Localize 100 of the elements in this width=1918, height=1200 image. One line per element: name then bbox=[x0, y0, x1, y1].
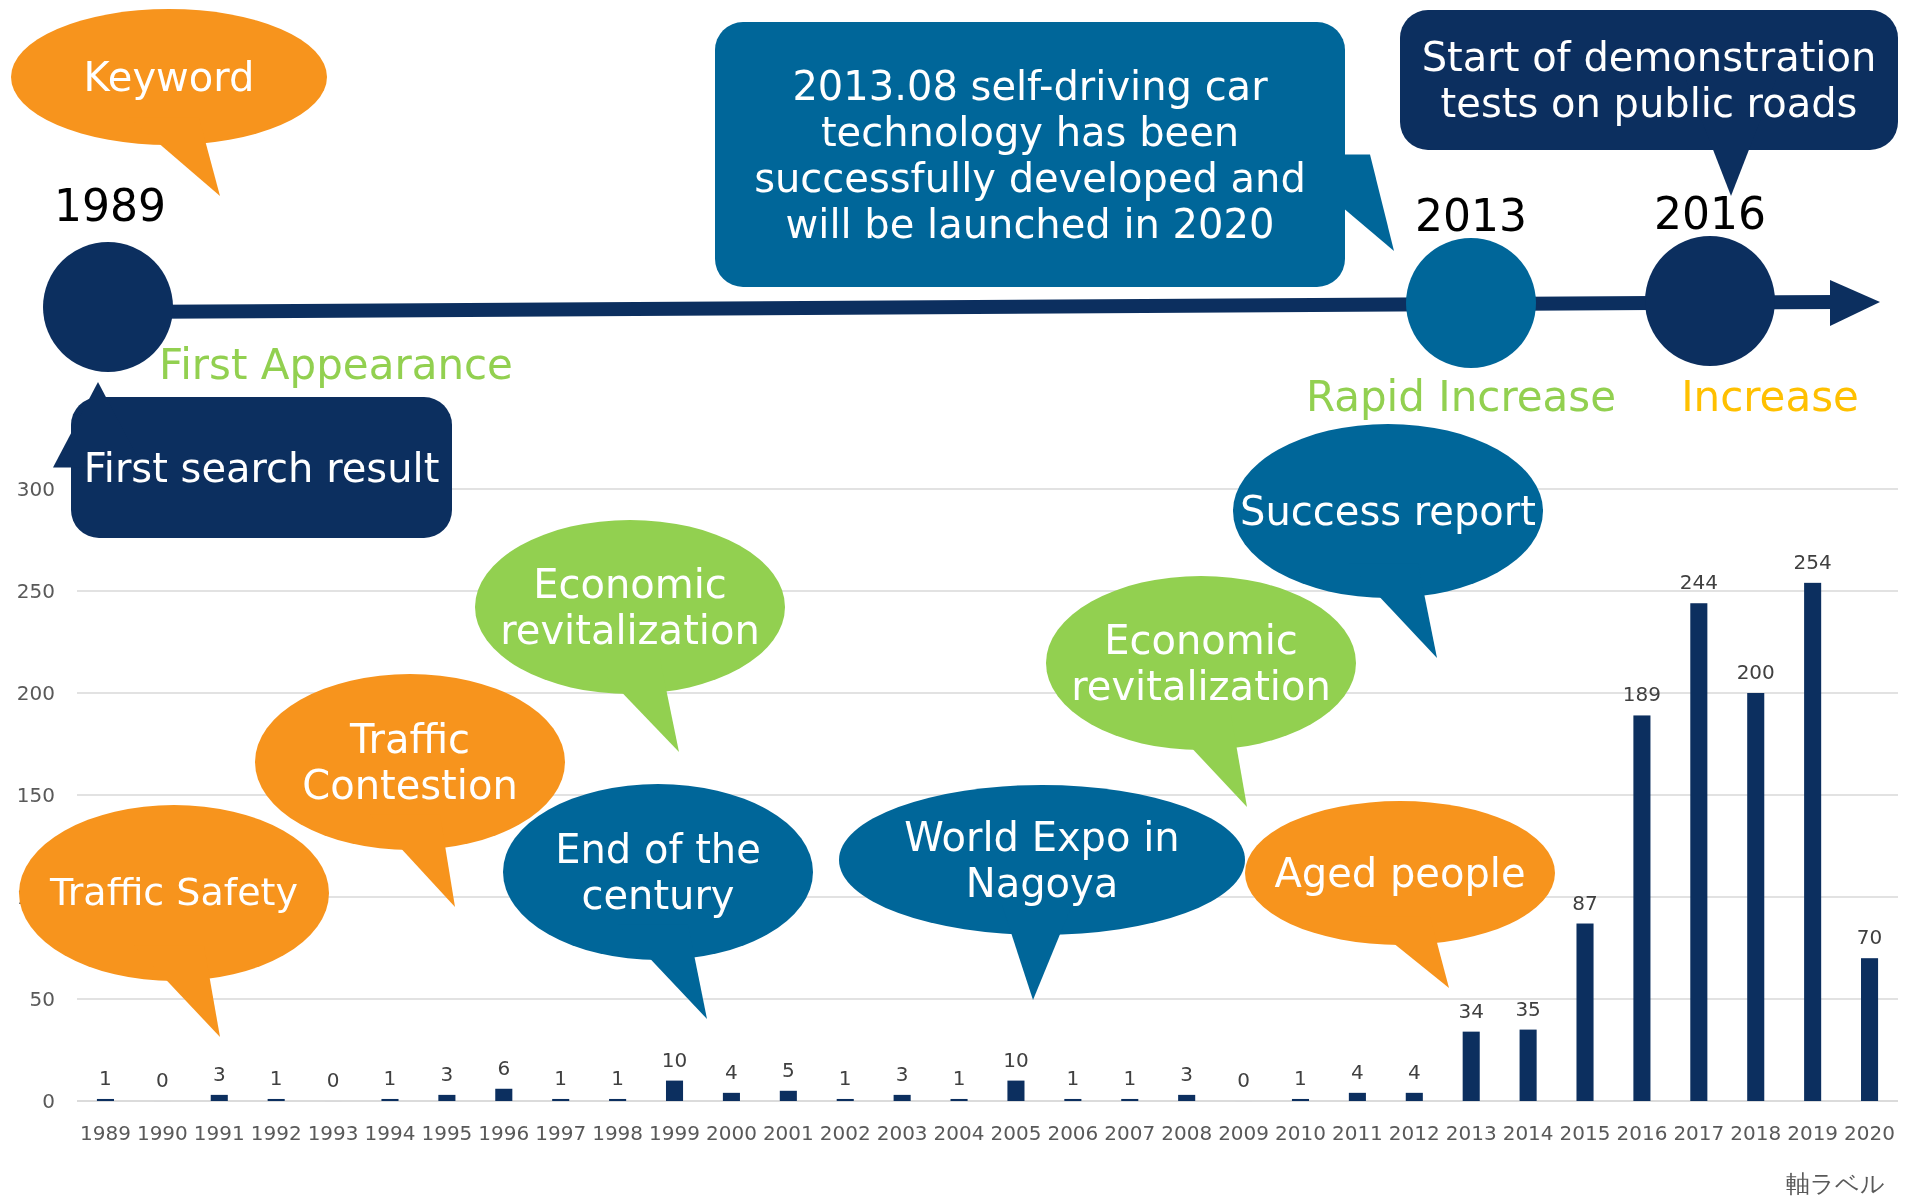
annotation: Aged people bbox=[1273, 849, 1527, 898]
x-tick-label: 2010 bbox=[1275, 1121, 1326, 1145]
bar bbox=[438, 1094, 456, 1101]
y-tick-label: 250 bbox=[16, 579, 55, 603]
data-label: 1 bbox=[383, 1065, 397, 1090]
data-label: 4 bbox=[1407, 1059, 1421, 1084]
y-tick-label: 300 bbox=[16, 477, 55, 501]
bar bbox=[1064, 1098, 1082, 1101]
y-tick-label: 50 bbox=[29, 987, 55, 1011]
bar bbox=[665, 1080, 684, 1101]
data-label: 35 bbox=[1515, 996, 1541, 1021]
bar bbox=[552, 1098, 570, 1101]
bar bbox=[609, 1098, 627, 1101]
x-tick-label: 2004 bbox=[933, 1121, 985, 1145]
data-label: 87 bbox=[1572, 890, 1598, 915]
y-tick-label: 200 bbox=[16, 681, 55, 705]
text: Increase bbox=[1681, 372, 1859, 422]
text: 2013 bbox=[1415, 190, 1527, 242]
data-label: 1 bbox=[952, 1065, 966, 1090]
x-tick-label: 1999 bbox=[649, 1121, 700, 1145]
data-label: 1 bbox=[1123, 1065, 1137, 1090]
data-label: 4 bbox=[725, 1059, 738, 1084]
x-tick-label: 2007 bbox=[1104, 1121, 1156, 1145]
bar bbox=[267, 1098, 285, 1101]
x-tick-label: 1996 bbox=[478, 1121, 530, 1145]
text: 2016 bbox=[1654, 188, 1766, 240]
data-label: 1 bbox=[1294, 1065, 1307, 1090]
data-label: 3 bbox=[212, 1061, 226, 1086]
bar bbox=[1690, 603, 1708, 1101]
annotation: World Expo in Nagoya bbox=[903, 813, 1181, 908]
data-label: 254 bbox=[1793, 549, 1832, 574]
x-tick-label: 2014 bbox=[1502, 1121, 1554, 1145]
x-tick-label: 1990 bbox=[136, 1121, 188, 1145]
data-label: 189 bbox=[1622, 682, 1662, 707]
x-tick-label: 2018 bbox=[1730, 1121, 1782, 1145]
x-axis-title: 軸ラベル bbox=[1786, 1170, 1885, 1198]
text: Rapid Increase bbox=[1305, 372, 1617, 422]
x-tick-label: 2015 bbox=[1559, 1121, 1611, 1145]
x-tick-label: 1995 bbox=[421, 1121, 473, 1145]
text: 2013.08 self-driving car technology has been successfully developed and will be launched in 2020 bbox=[753, 61, 1307, 249]
text: 1989 bbox=[53, 179, 167, 234]
bar bbox=[1462, 1031, 1480, 1101]
x-tick-label: 2012 bbox=[1388, 1121, 1440, 1145]
x-tick-label: 2006 bbox=[1047, 1121, 1099, 1145]
text: Keyword bbox=[82, 53, 256, 102]
data-label: 4 bbox=[1351, 1059, 1364, 1084]
data-label: 0 bbox=[1237, 1068, 1250, 1092]
bar bbox=[210, 1094, 228, 1101]
x-tick-label: 2009 bbox=[1218, 1121, 1270, 1145]
x-tick-label: 2005 bbox=[990, 1121, 1042, 1145]
text: First Appearance bbox=[158, 339, 514, 392]
annotation: Traffic Contestion bbox=[301, 715, 519, 810]
bar bbox=[893, 1094, 911, 1101]
data-label: 200 bbox=[1736, 660, 1775, 684]
bar bbox=[1178, 1094, 1196, 1101]
x-tick-label: 2001 bbox=[762, 1121, 814, 1145]
annotation: End of the century bbox=[554, 825, 762, 920]
x-tick-label: 1991 bbox=[193, 1121, 245, 1145]
data-label: 10 bbox=[1003, 1047, 1029, 1072]
data-label: 244 bbox=[1679, 570, 1718, 595]
annotation: Economic revitalization bbox=[1070, 616, 1332, 711]
bar bbox=[950, 1098, 968, 1101]
y-tick-label: 150 bbox=[16, 783, 55, 807]
data-label: 1 bbox=[269, 1065, 283, 1090]
x-tick-label: 2011 bbox=[1331, 1121, 1383, 1145]
bar bbox=[495, 1088, 513, 1101]
data-label: 3 bbox=[440, 1061, 454, 1086]
bar bbox=[1405, 1092, 1423, 1101]
x-tick-label: 1994 bbox=[364, 1121, 416, 1145]
bar bbox=[1861, 958, 1879, 1101]
bar bbox=[779, 1090, 797, 1101]
data-label: 1 bbox=[838, 1065, 852, 1090]
annotation: Economic revitalization bbox=[499, 560, 761, 655]
x-tick-label: 1993 bbox=[307, 1121, 359, 1145]
bar bbox=[1519, 1029, 1537, 1101]
bar bbox=[836, 1098, 854, 1101]
x-tick-label: 2017 bbox=[1673, 1121, 1725, 1145]
data-label: 0 bbox=[155, 1068, 169, 1092]
data-label: 34 bbox=[1458, 998, 1484, 1023]
bar bbox=[1121, 1098, 1139, 1101]
x-tick-label: 1992 bbox=[250, 1121, 302, 1145]
bar bbox=[96, 1098, 114, 1101]
bar bbox=[1291, 1098, 1310, 1101]
bar bbox=[1348, 1092, 1366, 1101]
bar bbox=[1576, 923, 1594, 1101]
x-tick-label: 2013 bbox=[1445, 1121, 1497, 1145]
bar bbox=[381, 1098, 399, 1101]
annotation: Success report bbox=[1239, 487, 1537, 536]
x-tick-label: 2020 bbox=[1844, 1121, 1895, 1145]
bar bbox=[1804, 582, 1822, 1101]
data-label: 1 bbox=[554, 1065, 568, 1090]
x-tick-label: 2003 bbox=[876, 1121, 928, 1145]
x-tick-label: 2019 bbox=[1787, 1121, 1839, 1145]
data-label: 3 bbox=[1180, 1061, 1194, 1086]
bar bbox=[1747, 693, 1765, 1101]
data-label: 5 bbox=[781, 1057, 795, 1082]
data-label: 0 bbox=[326, 1068, 340, 1092]
data-label: 6 bbox=[497, 1055, 511, 1080]
x-tick-label: 1997 bbox=[535, 1121, 587, 1145]
annotation: First search result bbox=[82, 443, 441, 493]
